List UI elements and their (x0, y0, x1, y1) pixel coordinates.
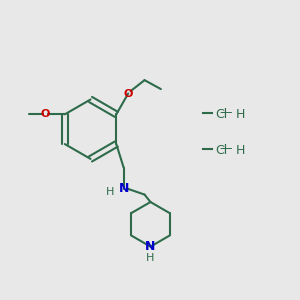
Text: Cl: Cl (215, 108, 228, 121)
Text: —: — (220, 142, 232, 155)
Text: H: H (236, 143, 246, 157)
Text: Cl: Cl (215, 143, 228, 157)
Text: O: O (41, 109, 50, 119)
Text: H: H (146, 254, 155, 263)
Text: O: O (124, 88, 133, 98)
Text: N: N (145, 240, 156, 253)
Text: N: N (118, 182, 129, 195)
Text: H: H (106, 187, 115, 196)
Text: H: H (236, 108, 246, 121)
Text: —: — (220, 106, 232, 119)
